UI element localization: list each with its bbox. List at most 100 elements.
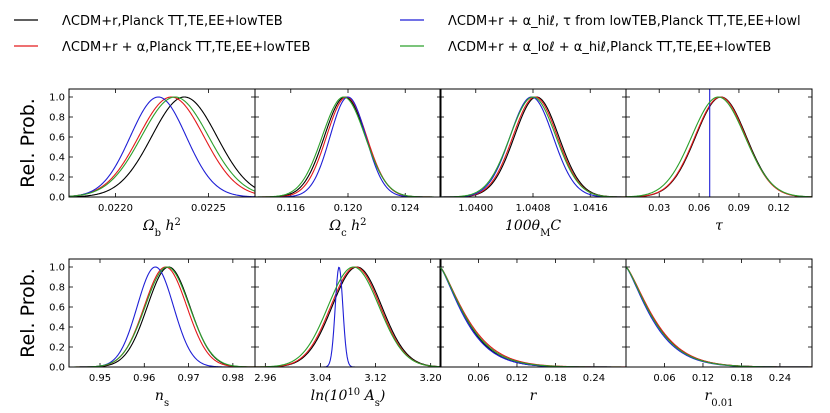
x-tick-label: 0.0220 (98, 203, 133, 214)
panel-frame (68, 88, 256, 198)
legend-label-lcdm-r-alpha-hil: ΛCDM+r + α_hiℓ, τ from lowTEB,Planck TT,… (448, 14, 801, 29)
x-tick-label: 0.12 (692, 373, 714, 384)
legend-label-lcdm-r: ΛCDM+r,Planck TT,TE,EE+lowTEB (62, 14, 283, 29)
legend-label-lcdm-r-alpha: ΛCDM+r + α,Planck TT,TE,EE+lowTEB (62, 40, 310, 55)
panel-3: 1.0400 1.0408 1.0416 100θMC (439, 88, 627, 239)
x-tick-label: 0.24 (769, 373, 791, 384)
series-group (69, 266, 255, 367)
panel-1: 0.0 0.2 0.4 0.6 0.8 1.0 0.0220 0.0225 Ωb h2 (49, 88, 256, 239)
x-tick-label: 1.0408 (516, 203, 551, 214)
y-tick-label: 1.0 (49, 93, 65, 104)
x-axis-label: r (530, 388, 538, 404)
x-tick-label: 0.124 (391, 203, 420, 214)
series-line-lcdm-r-alpha-lol-hil (69, 266, 255, 367)
panel-frame (625, 88, 813, 198)
series-line-lcdm-r-alpha-lol-hil (440, 96, 626, 197)
panel-frame (439, 258, 627, 368)
x-tick-label: 1.0400 (458, 203, 493, 214)
x-tick-label: 0.03 (648, 203, 670, 214)
series-group (626, 89, 812, 197)
series-line-lcdm-r (255, 96, 441, 197)
series-group (255, 96, 441, 197)
y-tick-label: 0.0 (49, 363, 65, 374)
x-axis-label: ns (155, 388, 169, 409)
x-tick-label: 3.12 (364, 373, 386, 384)
x-tick-label: 0.18 (730, 373, 752, 384)
series-line-lcdm-r-alpha-hil (69, 266, 255, 367)
panel-5: 0.0 0.2 0.4 0.6 0.8 1.0 0.95 0.96 0.97 0.98 ns (49, 258, 256, 409)
series-line-lcdm-r-alpha-lol-hil (69, 96, 255, 197)
x-axis-label: ln(1010 As) (311, 387, 386, 409)
series-line-lcdm-r-alpha-lol-hil (626, 266, 812, 367)
x-tick-label: 0.12 (506, 373, 528, 384)
x-tick-label: 0.06 (467, 373, 489, 384)
series-line-lcdm-r-alpha-hil (626, 266, 812, 367)
series-group (440, 266, 626, 367)
series-line-lcdm-r-alpha-lol-hil (255, 96, 441, 197)
series-line-lcdm-r (69, 96, 255, 197)
series-line-lcdm-r-alpha (255, 96, 441, 197)
series-line-lcdm-r-alpha (69, 266, 255, 367)
series-line-lcdm-r (626, 266, 812, 367)
x-axis-label: Ωc h2 (328, 217, 366, 239)
x-tick-label: 0.120 (334, 203, 363, 214)
series-line-lcdm-r-alpha-hil (69, 96, 255, 197)
y-tick-label: 0.0 (49, 193, 65, 204)
x-tick-label: 0.09 (728, 203, 750, 214)
y-tick-label: 0.6 (49, 303, 65, 314)
x-axis-label: Ωb h2 (142, 217, 181, 239)
series-group (626, 266, 812, 367)
legend-entry-lcdm-r: ΛCDM+r,Planck TT,TE,EE+lowTEB (14, 14, 283, 29)
series-group (255, 266, 441, 367)
panels: 0.0 0.2 0.4 0.6 0.8 1.0 0.0220 0.0225 Ωb h2 0.116… (49, 88, 813, 409)
x-tick-label: 0.95 (89, 373, 111, 384)
panel-8: 0.06 0.12 0.18 0.24 r0.01 (625, 258, 813, 409)
series-line-lcdm-r (626, 96, 812, 197)
x-tick-label: 3.20 (420, 373, 442, 384)
x-tick-label: 0.116 (276, 203, 305, 214)
series-line-lcdm-r-alpha (626, 96, 812, 197)
series-line-lcdm-r-alpha (626, 266, 812, 367)
x-tick-label: 0.98 (222, 373, 244, 384)
y-tick-label: 0.8 (49, 113, 65, 124)
y-axis-label-bottom: Rel. Prob. (17, 268, 39, 358)
legend-entry-lcdm-r-alpha-hil: ΛCDM+r + α_hiℓ, τ from lowTEB,Planck TT,… (400, 14, 801, 29)
x-tick-label: 0.24 (583, 373, 605, 384)
panel-frame (68, 258, 256, 368)
y-tick-label: 0.2 (49, 343, 65, 354)
y-tick-label: 0.4 (49, 323, 65, 334)
y-tick-label: 0.6 (49, 133, 65, 144)
series-line-lcdm-r (255, 266, 441, 367)
x-tick-label: 2.96 (254, 373, 276, 384)
series-line-lcdm-r-alpha-hil (255, 96, 441, 197)
series-line-lcdm-r-alpha (69, 96, 255, 197)
x-axis-label: 100θMC (505, 218, 561, 239)
series-line-lcdm-r-alpha (440, 266, 626, 367)
x-axis-label: r0.01 (705, 388, 734, 409)
series-line-lcdm-r (440, 96, 626, 197)
legend-label-lcdm-r-alpha-lol-hil: ΛCDM+r + α_loℓ + α_hiℓ,Planck TT,TE,EE+l… (448, 40, 771, 55)
y-axis-label-top: Rel. Prob. (17, 98, 39, 188)
panel-7: 0.06 0.12 0.18 0.24 r (439, 258, 627, 404)
series-group (440, 96, 626, 197)
x-tick-label: 0.96 (133, 373, 155, 384)
series-line-lcdm-r (69, 266, 255, 367)
y-tick-label: 0.4 (49, 153, 65, 164)
series-line-lcdm-r-alpha (440, 96, 626, 197)
y-tick-label: 0.8 (49, 283, 65, 294)
panel-frame (254, 88, 442, 198)
x-tick-label: 1.0416 (573, 203, 608, 214)
y-tick-label: 1.0 (49, 263, 65, 274)
legend: ΛCDM+r,Planck TT,TE,EE+lowTEB ΛCDM+r + α… (14, 14, 801, 55)
x-axis-label: τ (715, 218, 723, 234)
legend-entry-lcdm-r-alpha: ΛCDM+r + α,Planck TT,TE,EE+lowTEB (14, 40, 310, 55)
series-line-lcdm-r-alpha-hil (255, 266, 441, 367)
panel-frame (254, 258, 442, 368)
series-line-lcdm-r-alpha-hil (440, 96, 626, 197)
x-tick-label: 0.06 (688, 203, 710, 214)
x-tick-label: 0.97 (177, 373, 199, 384)
series-line-lcdm-r (440, 266, 626, 367)
series-line-lcdm-r-alpha (255, 266, 441, 367)
series-line-lcdm-r-alpha-lol-hil (255, 266, 441, 367)
